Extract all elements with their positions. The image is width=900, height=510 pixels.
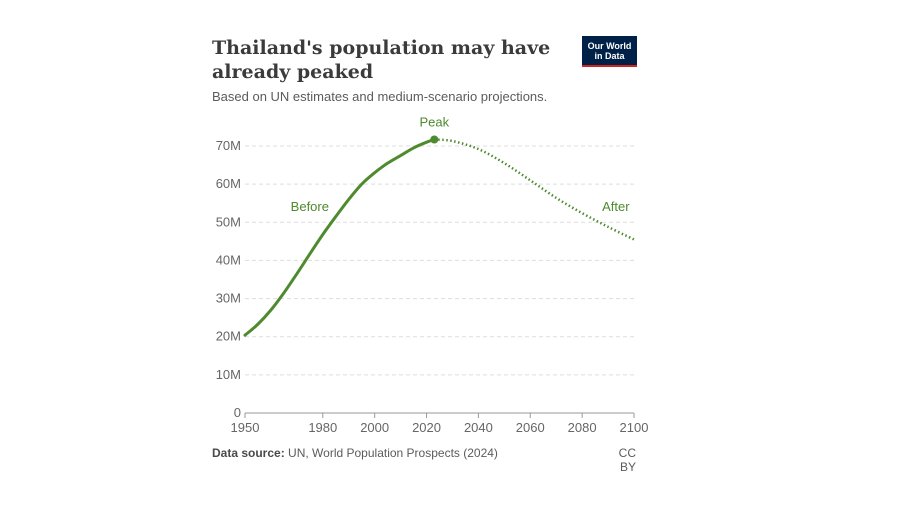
y-tick-label: 30M	[216, 291, 241, 306]
owid-logo[interactable]: Our World in Data	[582, 36, 637, 67]
y-tick-label: 70M	[216, 138, 241, 153]
x-tick-label: 2060	[516, 420, 545, 435]
data-source-text: UN, World Population Prospects (2024)	[288, 446, 498, 460]
y-tick-label: 60M	[216, 176, 241, 191]
x-tick-label: 2100	[620, 420, 649, 435]
chart-title: Thailand's population may have already p…	[212, 37, 551, 83]
y-tick-label: 50M	[216, 214, 241, 229]
x-tick-label: 1950	[231, 420, 260, 435]
chart-subtitle: Based on UN estimates and medium-scenari…	[212, 89, 548, 104]
x-tick-label: 2000	[360, 420, 389, 435]
data-source-label: Data source:	[212, 446, 285, 460]
series-line-projection	[434, 138, 635, 241]
x-tick-label: 2020	[412, 420, 441, 435]
data-source: Data source: UN, World Population Prospe…	[212, 446, 498, 460]
x-tick-label: 1980	[308, 420, 337, 435]
logo-line-2: in Data	[594, 51, 625, 61]
x-tick-label: 2040	[464, 420, 493, 435]
x-tick-label: 2080	[568, 420, 597, 435]
peak-marker	[430, 135, 439, 144]
annotation-before: Before	[291, 199, 329, 214]
annotation-after: After	[602, 199, 630, 214]
annotation-peak: Peak	[419, 115, 449, 130]
logo-line-1: Our World	[587, 41, 632, 51]
series-line-historical	[243, 138, 436, 337]
logo-accent-bar	[582, 65, 637, 67]
y-tick-label: 0	[234, 405, 241, 420]
y-tick-label: 10M	[216, 367, 241, 382]
y-tick-label: 40M	[216, 252, 241, 267]
license-link[interactable]: CC BY	[618, 446, 636, 474]
y-tick-label: 20M	[216, 329, 241, 344]
